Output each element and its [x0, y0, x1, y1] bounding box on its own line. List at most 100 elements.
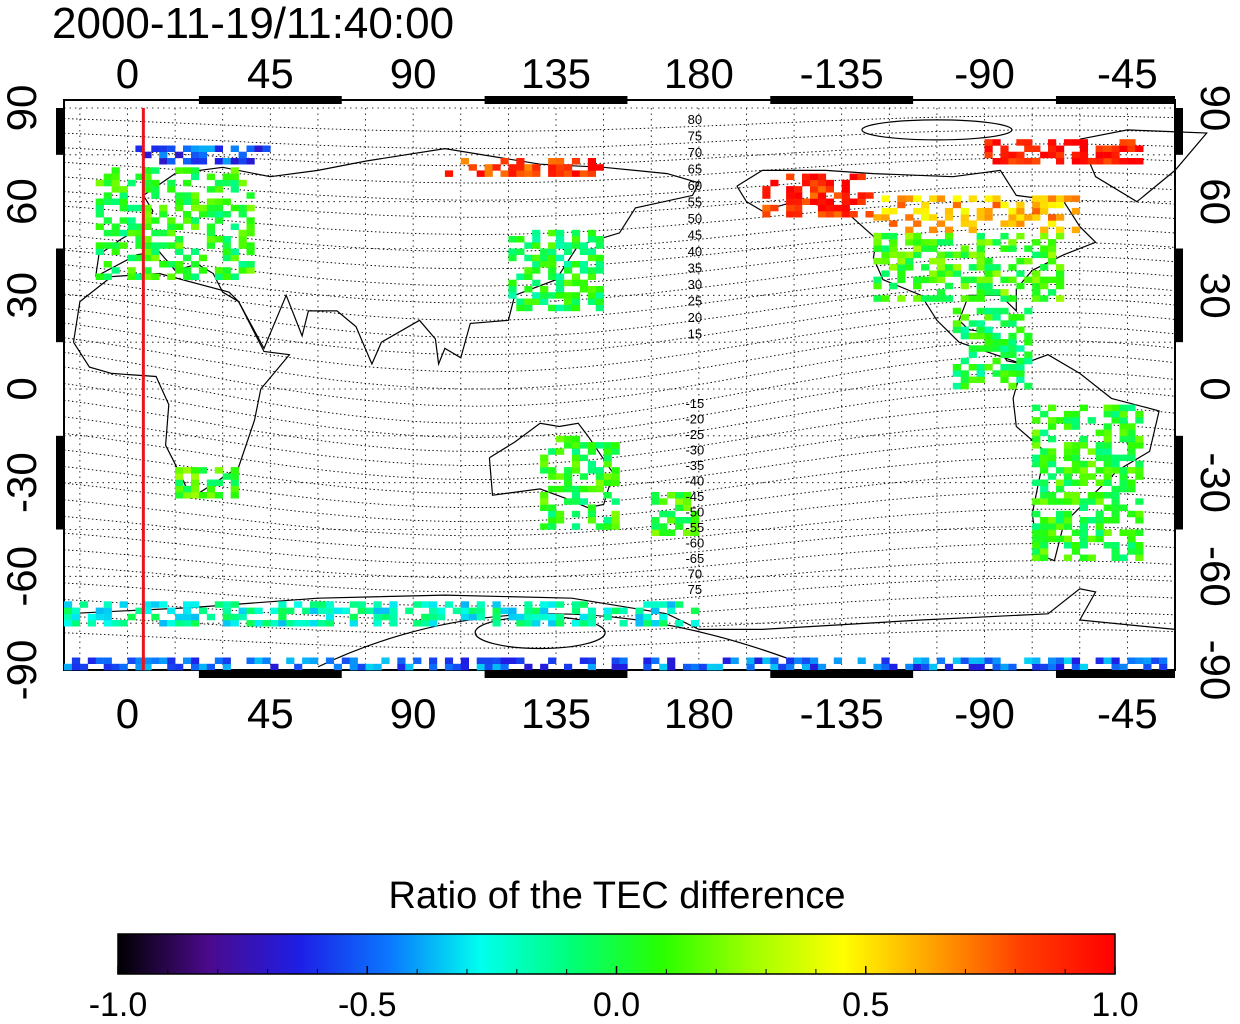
tec-cell — [1016, 282, 1025, 290]
tec-cell — [246, 204, 255, 212]
tec-cell — [1095, 510, 1104, 518]
tec-cell — [1095, 479, 1104, 486]
tec-cell — [810, 663, 819, 671]
tec-cell — [103, 601, 112, 608]
tec-cell — [516, 236, 525, 243]
tec-cell — [167, 663, 176, 671]
tec-cell — [881, 657, 890, 664]
contour-label: 25 — [688, 294, 702, 309]
tec-cell — [167, 186, 176, 193]
tec-cell — [651, 607, 660, 615]
contour-line — [63, 560, 1176, 593]
tec-cell — [556, 170, 565, 177]
tec-cell — [1040, 410, 1049, 418]
lon-tick-label-bottom: 180 — [664, 690, 734, 737]
tec-cell — [929, 663, 938, 671]
tec-cell — [1000, 276, 1009, 284]
tec-cell — [191, 198, 200, 205]
tec-cell — [587, 517, 596, 524]
tec-cell — [1040, 517, 1049, 524]
tec-cell — [540, 523, 549, 530]
tec-cell — [1008, 345, 1017, 352]
tec-cell — [1056, 282, 1065, 290]
lat-tick-label-right: -30 — [1192, 452, 1239, 513]
tec-cell — [1063, 535, 1073, 543]
tec-cell — [659, 510, 668, 518]
tec-cell — [833, 204, 842, 212]
tec-cell — [540, 298, 549, 305]
frame-bar-top — [1055, 96, 1175, 104]
tec-data-cells — [64, 139, 1168, 671]
lat-tick-label-left: 0 — [0, 377, 45, 400]
tec-cell — [1032, 535, 1041, 543]
tec-cell — [1135, 158, 1144, 165]
tec-cell — [659, 663, 668, 671]
tec-cell — [1016, 220, 1025, 227]
tec-cell — [1119, 158, 1128, 165]
lon-tick-label-bottom: 0 — [116, 690, 139, 737]
contour-label: -45 — [685, 489, 704, 504]
tec-cell — [127, 179, 136, 187]
tec-cell — [437, 607, 446, 615]
tec-cell — [532, 242, 541, 249]
tec-cell — [564, 304, 573, 312]
tec-cell — [1016, 345, 1025, 352]
tec-cell — [936, 264, 946, 271]
tec-cell — [1008, 151, 1017, 159]
tec-cell — [960, 282, 969, 290]
tec-cell — [1024, 158, 1033, 165]
tec-cell — [1008, 220, 1017, 227]
tec-cell — [595, 254, 604, 262]
tec-cell — [929, 245, 938, 252]
tec-cell — [1119, 410, 1128, 418]
tec-cell — [508, 236, 517, 243]
tec-cell — [175, 261, 184, 268]
tec-cell — [246, 217, 255, 224]
tec-cell — [1135, 548, 1144, 555]
tec-cell — [1048, 404, 1057, 412]
colorbar-tick-label: -0.5 — [338, 986, 397, 1024]
tec-cell — [532, 279, 541, 287]
tec-cell — [230, 204, 239, 212]
tec-cell — [230, 179, 239, 187]
tec-cell — [556, 292, 565, 299]
tec-cell — [1135, 145, 1144, 152]
contour-label: 55 — [688, 195, 702, 210]
tec-cell — [1159, 657, 1168, 664]
tec-cell — [159, 145, 168, 152]
tec-cell — [1032, 201, 1041, 209]
contour-line — [63, 157, 1176, 184]
tec-cell — [921, 245, 930, 252]
tec-cell — [135, 254, 144, 262]
tec-cell — [817, 192, 827, 199]
tec-cell — [111, 248, 120, 255]
tec-cell — [1040, 245, 1049, 252]
tec-cell — [540, 454, 549, 462]
contour-line — [63, 508, 1176, 551]
tec-cell — [238, 267, 247, 274]
tec-cell — [944, 239, 954, 246]
tec-cell — [246, 267, 255, 274]
tec-cell — [111, 267, 120, 274]
tec-cell — [167, 179, 176, 187]
tec-cell — [651, 601, 660, 608]
lon-tick-label-top: 180 — [664, 50, 734, 97]
tec-cell — [1008, 276, 1017, 284]
tec-cell — [500, 158, 509, 165]
tec-cell — [1135, 435, 1144, 443]
tec-cell — [1071, 417, 1080, 424]
tec-cell — [1048, 289, 1057, 296]
tec-cell — [532, 607, 541, 615]
tec-cell — [1095, 151, 1104, 159]
tec-cell — [1016, 270, 1025, 277]
tec-cell — [595, 523, 604, 530]
tec-cell — [1119, 485, 1128, 493]
contour-line — [63, 129, 1176, 150]
tec-cell — [1159, 663, 1168, 671]
tec-cell — [1127, 535, 1136, 543]
tec-cell — [587, 467, 596, 474]
tec-cell — [198, 158, 208, 165]
tec-cell — [746, 663, 755, 671]
tec-cell — [548, 657, 557, 664]
lon-tick-label-top: -135 — [800, 50, 884, 97]
